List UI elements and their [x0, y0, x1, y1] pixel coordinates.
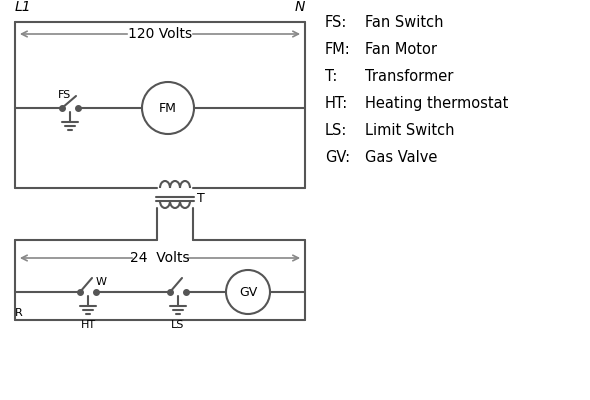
Text: LS:: LS:	[325, 123, 348, 138]
Text: FS: FS	[58, 90, 71, 100]
Text: GV: GV	[239, 286, 257, 298]
Text: 24  Volts: 24 Volts	[130, 251, 190, 265]
Text: Gas Valve: Gas Valve	[365, 150, 437, 165]
Text: N: N	[294, 0, 305, 14]
Text: Limit Switch: Limit Switch	[365, 123, 454, 138]
Text: Fan Motor: Fan Motor	[365, 42, 437, 57]
Text: L1: L1	[15, 0, 32, 14]
Text: LS: LS	[171, 320, 185, 330]
Text: HT: HT	[80, 320, 96, 330]
Text: 120 Volts: 120 Volts	[128, 27, 192, 41]
Text: R: R	[15, 308, 23, 318]
Text: GV:: GV:	[325, 150, 350, 165]
Text: FM:: FM:	[325, 42, 350, 57]
Text: Transformer: Transformer	[365, 69, 453, 84]
Text: T:: T:	[325, 69, 337, 84]
Text: Heating thermostat: Heating thermostat	[365, 96, 509, 111]
Text: T: T	[197, 192, 205, 206]
Text: FM: FM	[159, 102, 177, 114]
Text: Fan Switch: Fan Switch	[365, 15, 444, 30]
Text: HT:: HT:	[325, 96, 348, 111]
Text: FS:: FS:	[325, 15, 348, 30]
Text: W: W	[96, 277, 107, 287]
